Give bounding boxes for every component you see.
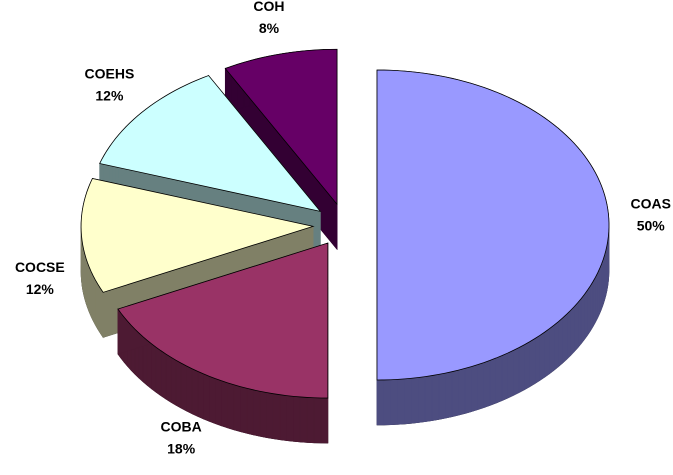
slice-side: [574, 301, 579, 353]
slice-value: 12%: [95, 87, 124, 103]
slice-side: [209, 375, 216, 425]
slice-side: [266, 392, 274, 440]
slice-side: [595, 272, 598, 323]
slice-side: [160, 350, 167, 400]
slice-value: 18%: [167, 441, 196, 457]
slice-side: [233, 384, 241, 432]
slice-side: [390, 379, 399, 426]
slice-top: [117, 242, 329, 399]
slice-side: [259, 390, 267, 438]
slice-value: 50%: [637, 218, 666, 234]
slice-side: [544, 328, 550, 378]
slice-side: [570, 305, 575, 357]
slice-side: [445, 371, 453, 419]
slice-side: [513, 347, 520, 396]
slice-side: [383, 379, 392, 426]
slice-side: [431, 374, 440, 421]
slice-value: 12%: [26, 281, 55, 297]
slice-side: [313, 397, 322, 444]
slice-side: [376, 379, 385, 426]
slice-side: [507, 349, 514, 399]
slice-side: [524, 341, 530, 391]
slice-side: [577, 297, 582, 349]
slice-side: [320, 397, 329, 444]
slice-side: [458, 368, 466, 416]
slice-side: [464, 366, 472, 414]
slice-value: 8%: [259, 20, 280, 36]
slice-side: [246, 387, 254, 436]
slice-side: [592, 276, 596, 328]
slice-side: [597, 268, 600, 319]
slice-side: [95, 278, 99, 331]
slice-side: [580, 293, 585, 345]
slice-top: [376, 69, 610, 381]
slice-side: [279, 394, 287, 441]
slice-side: [534, 334, 541, 385]
slice-side: [186, 365, 193, 415]
slice-side: [90, 271, 94, 321]
slice-side: [590, 280, 594, 332]
slice-side: [203, 373, 210, 422]
slice-side: [549, 324, 555, 375]
slice-label: COBA: [161, 419, 202, 435]
slice-side: [587, 284, 591, 337]
slice-side: [306, 397, 315, 444]
slice-side: [215, 378, 222, 427]
slice-side: [518, 344, 525, 394]
slice-side: [97, 283, 101, 335]
slice-top: [80, 177, 315, 293]
slice-side: [286, 395, 294, 442]
slice-side: [170, 356, 177, 406]
slice-side: [197, 370, 204, 420]
slice-label: COCSE: [15, 259, 65, 275]
slice-side: [151, 343, 157, 393]
slice-side: [477, 362, 485, 411]
slice-side: [539, 331, 545, 381]
slice-side: [483, 359, 491, 409]
slice-top: [99, 75, 322, 213]
slice-side: [501, 352, 508, 402]
slice-side: [418, 376, 426, 423]
slice-side: [252, 389, 261, 437]
slice-side: [411, 377, 419, 424]
slice-side: [562, 313, 568, 364]
slice-side: [293, 396, 301, 443]
slice-side: [471, 364, 478, 413]
slice-label: COEHS: [85, 65, 135, 81]
slice-side: [92, 275, 96, 326]
slice-side: [165, 353, 172, 403]
slice-side: [529, 338, 536, 388]
slice-side: [397, 378, 405, 425]
slice: [376, 69, 610, 426]
slice-side: [240, 386, 248, 434]
slice-side: [424, 375, 433, 422]
slice-label: COAS: [631, 196, 671, 212]
slice: [117, 242, 329, 444]
slice-top: [224, 48, 338, 206]
slice-label: COH: [253, 0, 284, 14]
slice-side: [451, 369, 459, 418]
slice-side: [155, 346, 162, 397]
slice-side: [299, 396, 308, 443]
slice-side: [553, 321, 559, 371]
slice-side: [227, 382, 235, 431]
slice-side: [221, 380, 228, 429]
slice-side: [489, 357, 497, 406]
slice-side: [180, 362, 187, 412]
slice-side: [146, 339, 152, 390]
slice-side: [175, 359, 182, 409]
slice-side: [558, 317, 563, 368]
slice-side: [100, 287, 104, 339]
slice-side: [404, 377, 412, 425]
slice-side: [566, 309, 571, 360]
slice-side: [272, 393, 281, 441]
slice-side: [584, 289, 588, 341]
slice-side: [495, 355, 503, 404]
slice-side: [438, 372, 446, 420]
slice-side: [191, 368, 199, 417]
